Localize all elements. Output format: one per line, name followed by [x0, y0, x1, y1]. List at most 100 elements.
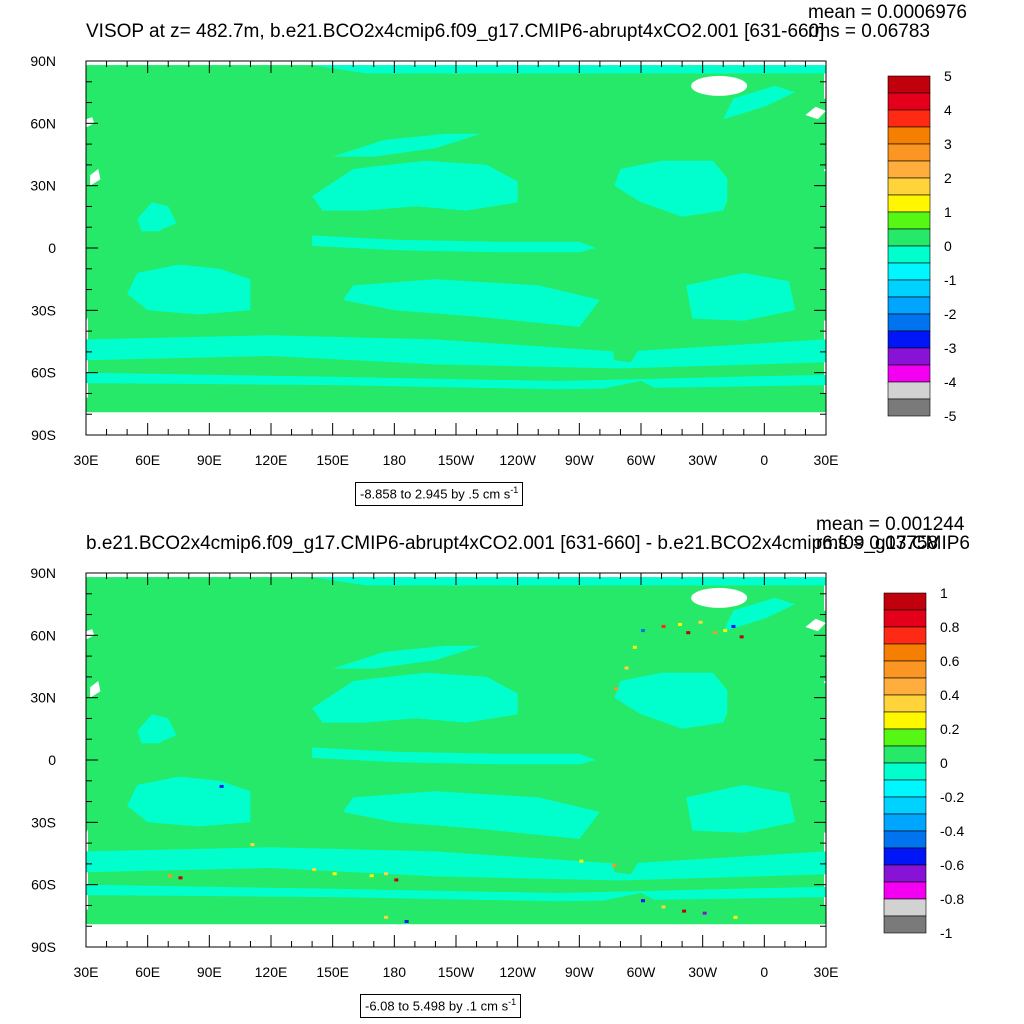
- rms-label: rms = 0.06783: [808, 21, 930, 42]
- colorbar-box: [887, 228, 931, 247]
- x-tick-label: 30W: [688, 452, 718, 468]
- europe-africa-west-land: [727, 171, 826, 321]
- australia-land: [258, 270, 339, 329]
- eurasia-africa-land: [86, 65, 405, 321]
- field-extreme-marker: [661, 624, 666, 628]
- field-extreme-marker: [641, 629, 645, 633]
- field-extreme-marker: [686, 631, 691, 635]
- colorbar-box: [887, 126, 931, 145]
- japan-land: [291, 156, 315, 184]
- equatorial-pacific: [312, 235, 596, 253]
- missing-data-patch: [86, 117, 95, 128]
- colorbar-box: [887, 347, 931, 366]
- field-extreme-marker: [178, 876, 183, 880]
- field-extreme-marker: [579, 859, 584, 863]
- contour-info-box: -8.858 to 2.945 by .5 cm s-1: [355, 482, 524, 506]
- colorbar-box: [887, 194, 931, 213]
- x-tick-label: 150W: [438, 452, 475, 468]
- map-plot: 30E 60E 90E 120E 150E 180 150W 120W 90W 60W 30W 0 30…: [30, 565, 838, 980]
- field-extreme-marker: [739, 635, 744, 639]
- x-tick-label: 120E: [255, 452, 288, 468]
- north-pacific-subpolar: [332, 645, 481, 669]
- y-tick-label: 30S: [31, 302, 56, 318]
- colorbar-box: [883, 881, 927, 900]
- colorbar-box: [887, 245, 931, 264]
- southern-ocean-band-1: [86, 335, 826, 369]
- indonesia-land: [219, 237, 282, 265]
- madagascar-land: [112, 789, 128, 812]
- colorbar-label: -0.6: [940, 857, 964, 873]
- x-tick-label: 120E: [255, 964, 288, 980]
- colorbar-box: [883, 592, 927, 611]
- y-tick-label: 0: [48, 240, 56, 256]
- nordic-seas: [723, 597, 796, 632]
- x-tick-label: 30W: [688, 964, 718, 980]
- colorbar-box: [887, 143, 931, 162]
- north-atlantic-gyre: [614, 672, 734, 729]
- colorbar-box: [887, 75, 931, 94]
- colorbar-box: [887, 279, 931, 298]
- colorbar-box: [883, 830, 927, 849]
- colorbar-label: 3: [944, 136, 952, 152]
- y-tick-label: 90S: [31, 939, 56, 955]
- colorbar: 1 0.8 0.6 0.4 0.2 0 -0.2 -0.4 -0.6 -0.8 -1: [883, 587, 964, 941]
- x-tick-label: 90W: [565, 452, 595, 468]
- colorbar-box: [887, 109, 931, 128]
- chart-title: VISOP at z= 482.7m, b.e21.BCO2x4cmip6.f0…: [86, 21, 825, 42]
- x-tick-label: 150E: [316, 452, 349, 468]
- x-tick-label: 90E: [197, 964, 222, 980]
- southern-ocean-band-1: [86, 847, 826, 881]
- colorbar-box: [883, 626, 927, 645]
- north-pacific-gyre: [312, 672, 518, 723]
- y-tick-label: 30S: [31, 814, 56, 830]
- missing-data-patch: [691, 587, 748, 608]
- americas-land: [425, 98, 687, 363]
- colorbar-box: [887, 160, 931, 179]
- colorbar-label: -4: [944, 374, 957, 390]
- chart-title: b.e21.BCO2x4cmip6.f09_g17.CMIP6-abrupt4x…: [86, 533, 971, 554]
- south-atlantic-gyre: [686, 784, 796, 833]
- colorbar-label: -0.4: [940, 823, 964, 839]
- arabian-sea: [137, 202, 177, 232]
- x-tick-label: 150E: [316, 964, 349, 980]
- field-extreme-marker: [661, 905, 666, 909]
- colorbar-box: [883, 677, 927, 696]
- map-plot: 30E 60E 90E 120E 150E 180 150W 120W 90W 60W 30W 0 30…: [30, 53, 838, 468]
- colorbar-label: -0.8: [940, 891, 964, 907]
- colorbar-label: -3: [944, 340, 957, 356]
- y-tick-label: 60N: [30, 115, 56, 131]
- x-tick-label: 60E: [135, 452, 160, 468]
- x-tick-label: 0: [760, 964, 768, 980]
- x-tick-label: 120W: [499, 964, 536, 980]
- colorbar-label: 0.2: [940, 721, 960, 737]
- colorbar-box: [883, 813, 927, 832]
- europe-north-land: [743, 610, 826, 681]
- contour-info-text: -8.858 to 2.945 by .5 cm s: [360, 486, 511, 502]
- indian-ocean-gyre: [127, 776, 251, 827]
- colorbar-box: [887, 177, 931, 196]
- x-tick-label: 120W: [499, 452, 536, 468]
- contour-info-text: -6.08 to 5.498 by .1 cm s: [365, 998, 509, 1014]
- field-extreme-marker: [384, 872, 389, 876]
- colorbar-label: 0.6: [940, 653, 960, 669]
- colorbar-box: [887, 296, 931, 315]
- y-tick-label: 60N: [30, 627, 56, 643]
- colorbar-box: [883, 796, 927, 815]
- x-tick-label: 180: [383, 452, 407, 468]
- rms-label: rms = 0.03758: [816, 533, 938, 554]
- colorbar-label: 5: [944, 70, 952, 84]
- colorbar-box: [883, 728, 927, 747]
- colorbar-label: 0: [940, 755, 948, 771]
- indian-ocean-gyre: [127, 264, 251, 315]
- x-tick-label: 0: [760, 452, 768, 468]
- missing-data-patch: [805, 618, 826, 632]
- colorbar-box: [887, 364, 931, 383]
- colorbar-label: 0: [944, 238, 952, 254]
- x-tick-label: 60E: [135, 964, 160, 980]
- colorbar-label: 0.8: [940, 619, 960, 635]
- colorbar-box: [887, 211, 931, 230]
- chart-panel-top: VISOP at z= 482.7m, b.e21.BCO2x4cmip6.f0…: [30, 3, 967, 506]
- missing-data-patch: [86, 629, 95, 640]
- colorbar-box: [883, 745, 927, 764]
- colorbar-box: [883, 847, 927, 866]
